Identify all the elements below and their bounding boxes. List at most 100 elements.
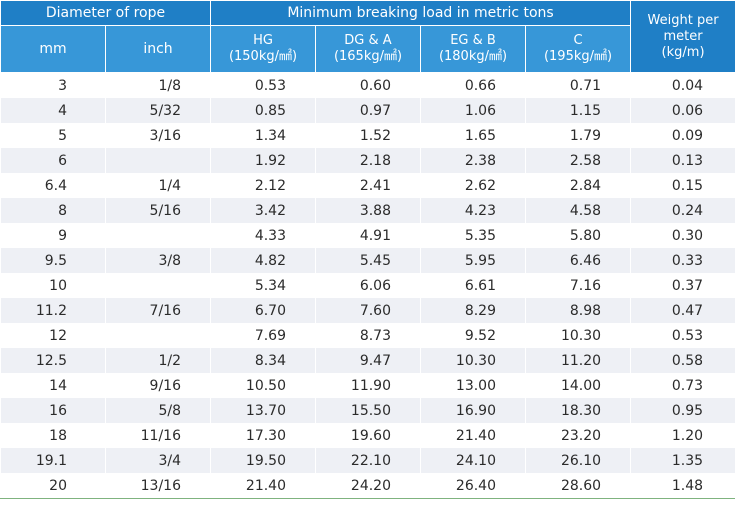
cell-mm: 4 xyxy=(0,98,106,123)
grade-name: EG & B xyxy=(450,33,496,48)
cell-inch: 5/16 xyxy=(105,198,211,223)
cell-dg-a: 24.20 xyxy=(315,473,421,499)
cell-mm: 12 xyxy=(0,323,106,348)
table-row: 6 1.92 2.18 2.38 2.58 0.13 xyxy=(0,148,735,173)
table-row: 18 11/16 17.30 19.60 21.40 23.20 1.20 xyxy=(0,423,735,448)
table-row: 9 4.33 4.91 5.35 5.80 0.30 xyxy=(0,223,735,248)
weight-header-line1: Weight per xyxy=(647,12,719,28)
table-row: 9.5 3/8 4.82 5.45 5.95 6.46 0.33 xyxy=(0,248,735,273)
cell-weight: 0.47 xyxy=(630,298,735,323)
cell-hg: 7.69 xyxy=(210,323,316,348)
cell-eg-b: 1.06 xyxy=(420,98,526,123)
cell-eg-b: 26.40 xyxy=(420,473,526,499)
cell-eg-b: 16.90 xyxy=(420,398,526,423)
cell-weight: 0.95 xyxy=(630,398,735,423)
cell-eg-b: 5.35 xyxy=(420,223,526,248)
cell-mm: 18 xyxy=(0,423,106,448)
table-row: 4 5/32 0.85 0.97 1.06 1.15 0.06 xyxy=(0,98,735,123)
cell-mm: 9.5 xyxy=(0,248,106,273)
cell-c: 7.16 xyxy=(524,273,632,298)
cell-weight: 0.04 xyxy=(630,72,735,98)
cell-mm: 12.5 xyxy=(0,348,106,373)
table-row: 12.5 1/2 8.34 9.47 10.30 11.20 0.58 xyxy=(0,348,735,373)
cell-weight: 1.20 xyxy=(630,423,735,448)
cell-eg-b: 21.40 xyxy=(420,423,526,448)
table-row: 8 5/16 3.42 3.88 4.23 4.58 0.24 xyxy=(0,198,735,223)
mm-header: mm xyxy=(0,25,106,73)
cell-weight: 0.33 xyxy=(630,248,735,273)
cell-weight: 0.53 xyxy=(630,323,735,348)
cell-weight: 1.35 xyxy=(630,448,735,473)
table-row: 20 13/16 21.40 24.20 26.40 28.60 1.48 xyxy=(0,473,735,499)
cell-c: 18.30 xyxy=(524,398,632,423)
inch-header: inch xyxy=(105,25,211,73)
table-row: 6.4 1/4 2.12 2.41 2.62 2.84 0.15 xyxy=(0,173,735,198)
weight-header-line3: (kg/m) xyxy=(661,44,705,60)
grade-unit: (195kg/㎟) xyxy=(543,49,613,64)
cell-inch: 5/8 xyxy=(105,398,211,423)
cell-dg-a: 1.52 xyxy=(315,123,421,148)
cell-hg: 19.50 xyxy=(210,448,316,473)
cell-weight: 1.48 xyxy=(630,473,735,499)
cell-weight: 0.24 xyxy=(630,198,735,223)
cell-hg: 5.34 xyxy=(210,273,316,298)
load-group-header: Minimum breaking load in metric tons xyxy=(209,0,632,26)
cell-dg-a: 22.10 xyxy=(315,448,421,473)
grade-header-dg-a: DG & A (165kg/㎟) xyxy=(315,25,421,73)
cell-inch: 1/2 xyxy=(105,348,211,373)
cell-dg-a: 2.41 xyxy=(315,173,421,198)
cell-hg: 4.82 xyxy=(210,248,316,273)
grade-name: C xyxy=(573,33,583,48)
table-row: 19.1 3/4 19.50 22.10 24.10 26.10 1.35 xyxy=(0,448,735,473)
rope-breaking-load-table: Diameter of rope Minimum breaking load i… xyxy=(0,0,735,499)
cell-hg: 2.12 xyxy=(210,173,316,198)
cell-c: 23.20 xyxy=(524,423,632,448)
cell-inch: 11/16 xyxy=(105,423,211,448)
grade-unit: (165kg/㎟) xyxy=(333,49,403,64)
cell-hg: 13.70 xyxy=(210,398,316,423)
table-row: 12 7.69 8.73 9.52 10.30 0.53 xyxy=(0,323,735,348)
cell-inch: 1/4 xyxy=(105,173,211,198)
grade-name: DG & A xyxy=(344,33,392,48)
cell-weight: 0.37 xyxy=(630,273,735,298)
cell-dg-a: 8.73 xyxy=(315,323,421,348)
grade-header-eg-b: EG & B (180kg/㎟) xyxy=(420,25,526,73)
cell-eg-b: 4.23 xyxy=(420,198,526,223)
table-row: 11.2 7/16 6.70 7.60 8.29 8.98 0.47 xyxy=(0,298,735,323)
cell-mm: 9 xyxy=(0,223,106,248)
cell-c: 6.46 xyxy=(524,248,632,273)
cell-c: 1.15 xyxy=(524,98,632,123)
table-row: 10 5.34 6.06 6.61 7.16 0.37 xyxy=(0,273,735,298)
cell-eg-b: 13.00 xyxy=(420,373,526,398)
cell-c: 1.79 xyxy=(524,123,632,148)
cell-dg-a: 5.45 xyxy=(315,248,421,273)
cell-eg-b: 2.38 xyxy=(420,148,526,173)
cell-mm: 6 xyxy=(0,148,106,173)
weight-header: Weight per meter (kg/m) xyxy=(630,0,735,73)
cell-dg-a: 0.97 xyxy=(315,98,421,123)
cell-eg-b: 6.61 xyxy=(420,273,526,298)
cell-eg-b: 5.95 xyxy=(420,248,526,273)
cell-inch: 3/16 xyxy=(105,123,211,148)
cell-c: 0.71 xyxy=(524,72,632,98)
table-row: 3 1/8 0.53 0.60 0.66 0.71 0.04 xyxy=(0,72,735,98)
cell-hg: 17.30 xyxy=(210,423,316,448)
cell-c: 14.00 xyxy=(524,373,632,398)
cell-inch: 7/16 xyxy=(105,298,211,323)
grade-header-c: C (195kg/㎟) xyxy=(524,25,632,73)
grade-name: HG xyxy=(253,33,273,48)
cell-inch xyxy=(105,223,211,248)
cell-c: 26.10 xyxy=(524,448,632,473)
cell-inch xyxy=(105,148,211,173)
cell-dg-a: 19.60 xyxy=(315,423,421,448)
cell-eg-b: 2.62 xyxy=(420,173,526,198)
cell-inch: 1/8 xyxy=(105,72,211,98)
cell-dg-a: 3.88 xyxy=(315,198,421,223)
table-header: Diameter of rope Minimum breaking load i… xyxy=(0,0,735,73)
cell-inch: 9/16 xyxy=(105,373,211,398)
cell-c: 28.60 xyxy=(524,473,632,499)
cell-inch xyxy=(105,273,211,298)
cell-c: 10.30 xyxy=(524,323,632,348)
cell-dg-a: 6.06 xyxy=(315,273,421,298)
cell-c: 4.58 xyxy=(524,198,632,223)
